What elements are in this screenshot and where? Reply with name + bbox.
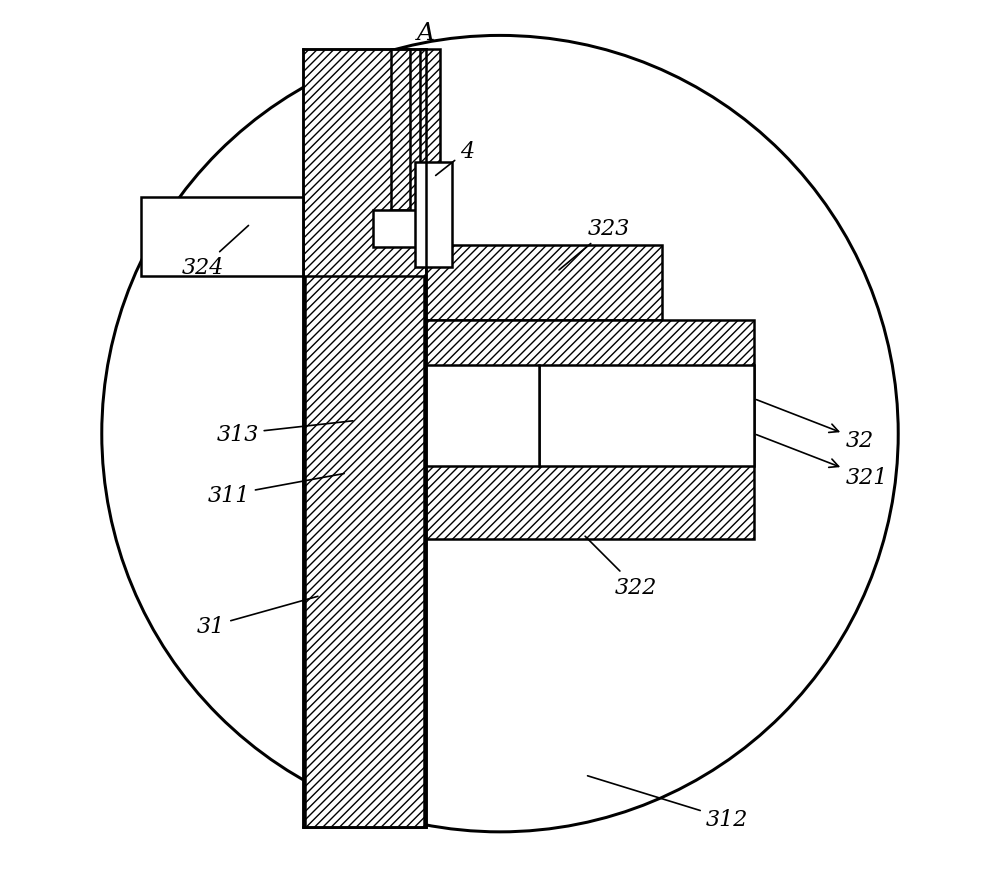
Text: 311: 311 (207, 474, 344, 506)
Text: 31: 31 (197, 596, 318, 638)
Bar (415, 163, 452, 268)
Bar (426, 320, 754, 539)
Bar (539, 366, 754, 467)
Bar (420, 49, 440, 211)
Text: 312: 312 (588, 776, 748, 830)
Text: 323: 323 (559, 217, 631, 271)
Text: 313: 313 (216, 421, 353, 446)
Text: 4: 4 (436, 141, 474, 176)
Bar (303, 412, 741, 487)
Text: 322: 322 (585, 537, 657, 598)
Bar (391, 49, 410, 211)
Bar (305, 277, 424, 828)
Bar (426, 246, 662, 320)
Text: A: A (417, 22, 435, 46)
Text: 32: 32 (756, 400, 874, 452)
Bar (373, 211, 445, 248)
Bar (141, 198, 303, 277)
Text: 321: 321 (756, 435, 888, 488)
Text: 324: 324 (181, 226, 249, 279)
Bar (426, 366, 539, 467)
Bar (303, 49, 426, 828)
